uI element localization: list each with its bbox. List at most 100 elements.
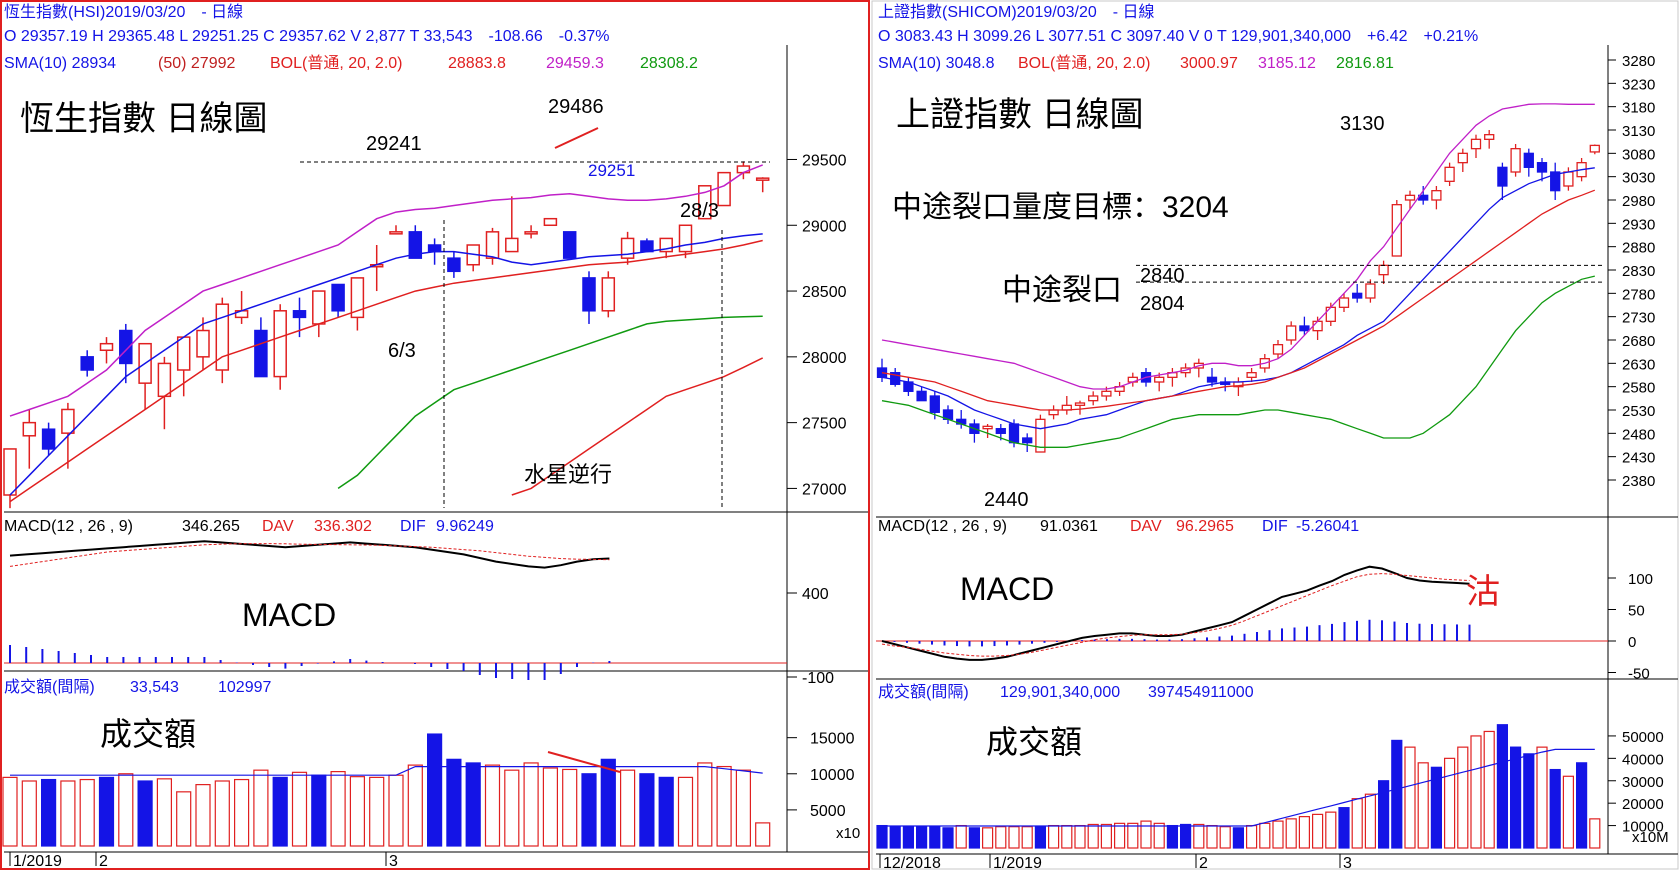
right-macd-tick-label: 100	[1628, 571, 1653, 588]
right-candle-body	[1101, 390, 1112, 397]
left-divergence-line	[554, 127, 599, 149]
right-price-tick-label: 2480	[1622, 426, 1655, 443]
left-indicator-sma: SMA(10) 28934	[4, 55, 116, 72]
right-candle-body	[1563, 171, 1574, 187]
right-candle-body	[1523, 152, 1534, 168]
right-vol-bar	[889, 826, 901, 849]
right-price-tick-label: 2880	[1622, 240, 1655, 257]
right-candle-body	[1206, 376, 1218, 383]
right-vol-bar	[1298, 816, 1311, 849]
right-candle-body	[1008, 423, 1020, 444]
left-vol-bar	[2, 776, 18, 847]
right-vol-bar	[1206, 824, 1218, 849]
right-big-title: 上證指數 日線圖	[896, 96, 1143, 134]
right-vol-bar	[1430, 766, 1443, 849]
right-candle-body	[1378, 264, 1389, 276]
right-date-label: 3	[1343, 855, 1352, 872]
left-indicator-bolup: 29459.3	[546, 55, 604, 72]
right-vol-bar	[1061, 824, 1073, 849]
right-vol-bar	[1047, 824, 1060, 849]
right-vol-tick-label: 50000	[1622, 729, 1664, 746]
left-annotation-d2: 28/3	[680, 200, 719, 222]
left-vol-bar	[349, 776, 365, 847]
left-title-line: 恆生指數(HSI)2019/03/20 - 日線	[4, 3, 243, 21]
left-candle-body	[254, 329, 268, 378]
left-candle-body	[485, 231, 500, 259]
left-vol-bar	[716, 765, 732, 847]
left-candle-body	[273, 310, 287, 378]
left-candle-body	[678, 224, 693, 253]
right-indicator-bol: BOL(普通, 20, 2.0)	[1018, 54, 1151, 72]
right-series-line	[881, 167, 1595, 430]
right-series-line	[881, 189, 1596, 411]
right-vol-bar	[1153, 822, 1165, 849]
right-vol-bar	[1074, 824, 1086, 849]
right-macd-dif: -5.26041	[1296, 518, 1359, 535]
right-vol-bar	[1523, 753, 1535, 849]
left-vol-bar	[407, 764, 423, 847]
left-indicator-bol: BOL(普通, 20, 2.0)	[270, 54, 403, 72]
right-candle-body	[1550, 171, 1561, 192]
left-vol-bar	[446, 758, 462, 847]
right-indicator-sma: SMA(10) 3048.8	[878, 55, 995, 72]
right-vol-tick-label: 40000	[1622, 751, 1664, 768]
right-vol-tick-label: 30000	[1622, 774, 1664, 791]
right-macd-mark: 沽	[1466, 573, 1500, 611]
left-date-label: 1/2019	[13, 853, 62, 870]
right-vol-bar	[1008, 826, 1020, 849]
left-candle-body	[389, 231, 403, 235]
right-vol-bar	[876, 824, 888, 849]
right-price-tick-label: 3230	[1622, 76, 1655, 93]
right-candle-body	[1470, 138, 1482, 150]
right-vol-bar	[1219, 826, 1231, 849]
left-series-line	[9, 239, 763, 503]
right-vol-bar	[1113, 822, 1126, 849]
left-vol-bar	[195, 784, 211, 847]
right-vol-bar	[1311, 813, 1324, 849]
right-vol-bar	[1140, 820, 1152, 849]
right-annotation-hi: 3130	[1340, 113, 1385, 135]
right-macd-tick-label: -50	[1628, 666, 1650, 683]
right-candle-body	[1074, 402, 1086, 406]
right-candle-body	[1404, 194, 1416, 201]
right-candle-body	[1431, 190, 1442, 201]
right-indicator-bolup: 3185.12	[1258, 55, 1316, 72]
right-vol-bar	[1127, 822, 1139, 849]
left-vol-v1: 33,543	[130, 679, 179, 696]
right-vol-bar	[1272, 820, 1284, 849]
right-price-tick-label: 2930	[1622, 216, 1655, 233]
right-candle-body	[1497, 166, 1508, 187]
left-series-line	[9, 164, 763, 417]
left-candle-body	[524, 231, 538, 235]
left-candle-body	[312, 290, 326, 325]
right-vol-bar	[1034, 826, 1047, 849]
right-indicator-bolmid: 3000.97	[1180, 55, 1238, 72]
left-indicator-sma50: (50) 27992	[158, 55, 235, 72]
right-vol-unit: x10M	[1632, 829, 1669, 846]
right-candle-body	[1048, 409, 1059, 416]
right-ohlc-line: O 3083.43 H 3099.26 L 3077.51 C 3097.40 …	[878, 28, 1478, 45]
right-panel-border	[871, 0, 1679, 870]
right-vol-bar	[1338, 807, 1350, 849]
right-vol-name: 成交額(間隔)	[878, 683, 969, 701]
right-price-tick-label: 3280	[1622, 53, 1655, 70]
right-candle-body	[1352, 292, 1363, 299]
right-annotation-g2: 2804	[1140, 293, 1185, 315]
right-macd-tick-label: 0	[1628, 634, 1636, 651]
left-vol-bar	[619, 769, 636, 847]
right-candle-body	[1457, 152, 1468, 164]
right-vol-bar	[1179, 823, 1192, 849]
right-candle-body	[1338, 297, 1350, 308]
right-annotation-target: 中途裂口量度目標：3204	[892, 191, 1229, 224]
left-macd-tick-label: -100	[802, 670, 834, 687]
right-vol-bar	[1562, 775, 1575, 849]
right-candle-body	[1022, 437, 1033, 444]
left-macd-dav-label: DAV	[262, 518, 294, 535]
left-price-tick-label: 28000	[802, 350, 847, 367]
right-vol-bar	[1536, 746, 1548, 849]
right-vol-bar	[1549, 768, 1561, 849]
left-price-tick-label: 27000	[802, 481, 847, 498]
right-candle-body	[1088, 395, 1099, 402]
right-price-tick-label: 2830	[1622, 263, 1655, 280]
